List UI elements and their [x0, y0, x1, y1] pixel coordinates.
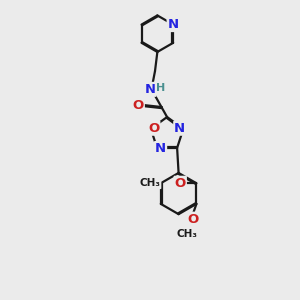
Text: N: N — [144, 83, 156, 96]
Text: O: O — [175, 177, 186, 190]
Text: N: N — [155, 142, 166, 155]
Text: H: H — [156, 82, 165, 93]
Text: N: N — [168, 18, 179, 31]
Text: CH₃: CH₃ — [177, 230, 198, 239]
Text: O: O — [148, 122, 159, 135]
Text: O: O — [133, 99, 144, 112]
Text: N: N — [174, 122, 185, 135]
Text: O: O — [187, 213, 198, 226]
Text: CH₃: CH₃ — [140, 178, 160, 188]
